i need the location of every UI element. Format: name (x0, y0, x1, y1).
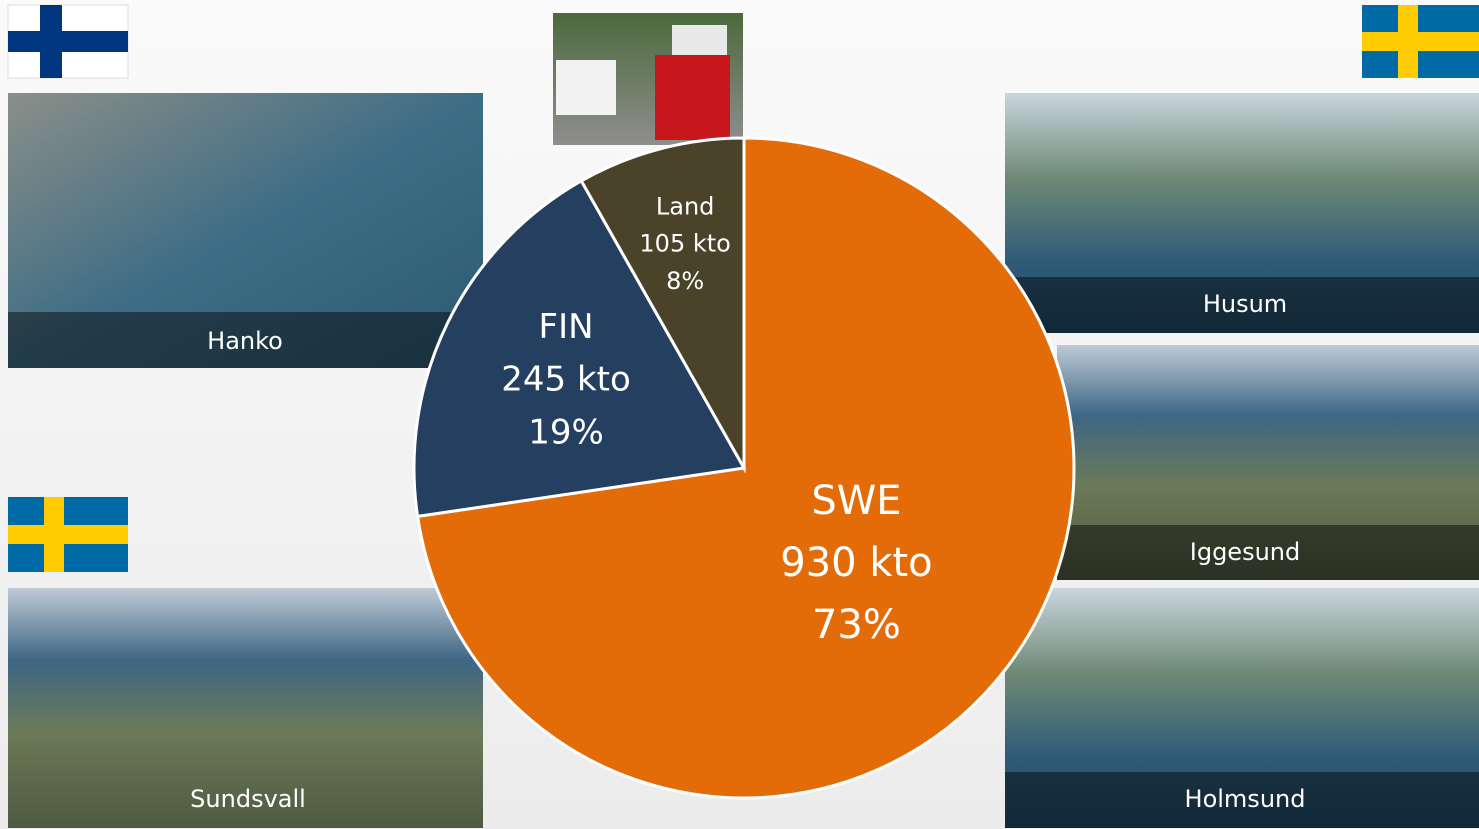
slice-label: Land (656, 192, 715, 220)
photo: Iggesund (1057, 345, 1479, 580)
slice-label: FIN (539, 307, 594, 347)
slice-label: 73% (812, 602, 901, 648)
photo: Hanko (8, 93, 483, 368)
flag-finland (8, 5, 128, 78)
slice-label: 19% (528, 412, 604, 452)
slice-label: 8% (666, 267, 704, 295)
slide: Hanko Husum Iggesund Holmsund Sundsvall … (0, 0, 1479, 829)
photo-caption: Holmsund (1185, 785, 1306, 813)
photo: Husum (1005, 93, 1479, 333)
slice-label: SWE (811, 478, 901, 524)
photo: Sundsvall (8, 588, 483, 828)
photo: Holmsund (1005, 588, 1479, 828)
slice-label: 105 kto (639, 230, 730, 258)
photo-caption: Hanko (207, 327, 283, 355)
pie: SWE 930 kto 73% FIN 245 kto 19% Land 105 kto 8% (414, 138, 1074, 798)
slice-label: 245 kto (501, 360, 631, 400)
slice-label: 930 kto (780, 540, 932, 586)
flag-sweden (8, 497, 128, 572)
photo-caption: Husum (1203, 290, 1287, 318)
photo-caption: Iggesund (1190, 538, 1300, 566)
flag-sweden (1362, 5, 1479, 78)
photo-caption: Sundsvall (190, 785, 306, 813)
photo-trucks (553, 13, 743, 145)
